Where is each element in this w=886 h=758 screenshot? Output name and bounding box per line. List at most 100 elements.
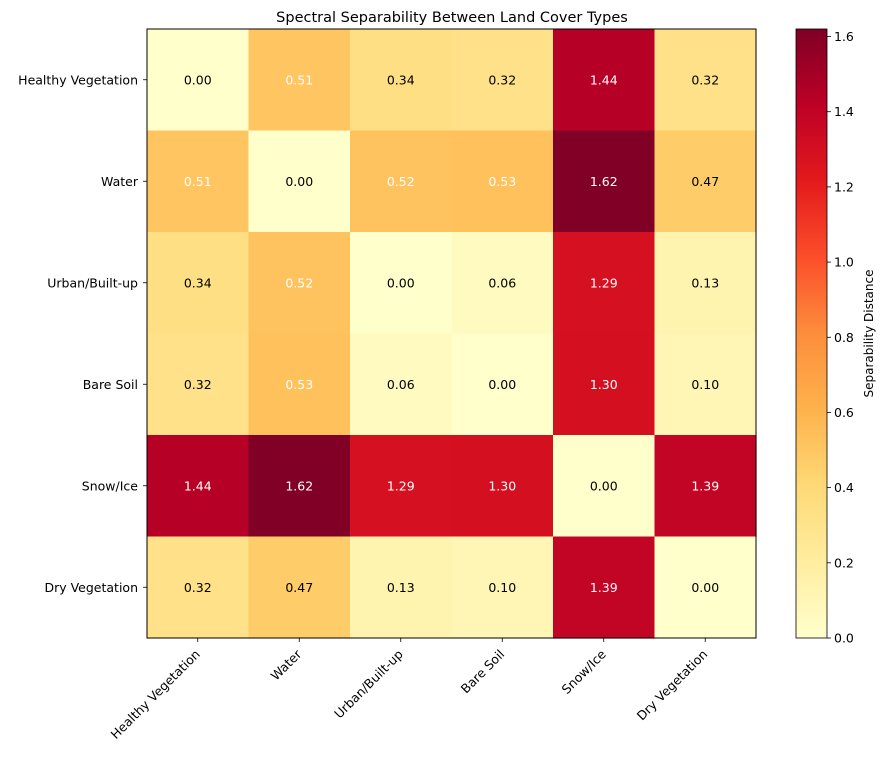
- colorbar-tick-label: 1.4: [834, 104, 854, 119]
- y-tick-label: Snow/Ice: [82, 478, 138, 493]
- cell-value-label: 0.52: [387, 174, 415, 189]
- cell-value-label: 0.00: [387, 275, 415, 290]
- cell-value-label: 0.06: [488, 275, 516, 290]
- heatmap-cell: [350, 536, 453, 639]
- heatmap-cell: [654, 536, 757, 639]
- colorbar-tick-label: 0.2: [834, 555, 854, 570]
- cell-value-label: 1.30: [590, 377, 618, 392]
- cell-value-label: 0.34: [184, 275, 212, 290]
- cell-value-label: 1.62: [285, 478, 313, 493]
- heatmap-cell: [553, 333, 656, 436]
- heatmap-cells: [147, 29, 757, 639]
- heatmap-cell: [451, 536, 554, 639]
- x-tick-label: Dry Vegetation: [634, 647, 711, 724]
- heatmap-cell: [350, 130, 453, 233]
- cell-value-label: 0.53: [488, 174, 516, 189]
- cell-value-label: 0.34: [387, 72, 415, 87]
- heatmap-cell: [147, 232, 250, 335]
- cell-value-labels: 0.00 0.51 0.34 0.32 1.44 0.32 0.51 0.00 0.52 0.53…: [184, 72, 719, 595]
- cell-value-label: 1.39: [590, 580, 618, 595]
- heatmap-cell: [147, 435, 250, 538]
- cell-value-label: 0.13: [691, 275, 719, 290]
- cell-value-label: 1.39: [691, 478, 719, 493]
- heatmap-cell: [553, 130, 656, 233]
- cell-value-label: 0.13: [387, 580, 415, 595]
- heatmap-cell: [553, 435, 656, 538]
- y-axis: Healthy Vegetation Water Urban/Built-up Bar…: [18, 72, 147, 595]
- plot-frame: [146, 28, 757, 639]
- cell-value-label: 0.52: [285, 275, 313, 290]
- cell-value-label: 0.10: [691, 377, 719, 392]
- colorbar: [795, 28, 828, 639]
- cell-value-label: 0.32: [184, 377, 212, 392]
- colorbar-ticks: 0.0 0.2 0.4 0.6 0.8 1.0 1.2 1.4 1.6: [827, 29, 854, 646]
- cell-value-label: 0.00: [488, 377, 516, 392]
- colorbar-tick-label: 0.4: [834, 480, 854, 495]
- cell-value-label: 0.00: [691, 580, 719, 595]
- heatmap-cell: [553, 29, 656, 132]
- cell-value-label: 1.30: [488, 478, 516, 493]
- cell-value-label: 1.29: [590, 275, 618, 290]
- cell-value-label: 0.00: [285, 174, 313, 189]
- heatmap-cell: [654, 435, 757, 538]
- cell-value-label: 1.62: [590, 174, 618, 189]
- colorbar-tick-label: 1.0: [834, 255, 854, 270]
- y-tick-label: Water: [101, 174, 139, 189]
- cell-value-label: 0.10: [488, 580, 516, 595]
- colorbar-tick-label: 0.8: [834, 330, 854, 345]
- x-tick-label: Water: [268, 646, 305, 683]
- cell-value-label: 0.00: [184, 72, 212, 87]
- heatmap-cell: [654, 130, 757, 233]
- heatmap-cell: [248, 232, 351, 335]
- heatmap-cell: [451, 130, 554, 233]
- heatmap-cell: [248, 333, 351, 436]
- heatmap-cell: [248, 536, 351, 639]
- y-tick-label: Bare Soil: [83, 377, 138, 392]
- heatmap-cell: [248, 29, 351, 132]
- chart-title: Spectral Separability Between Land Cover…: [276, 10, 628, 26]
- heatmap-cell: [147, 29, 250, 132]
- heatmap-cell: [350, 29, 453, 132]
- heatmap-cell: [553, 232, 656, 335]
- cell-value-label: 0.47: [691, 174, 719, 189]
- y-tick-label: Urban/Built-up: [47, 275, 138, 290]
- heatmap-cell: [451, 435, 554, 538]
- cell-value-label: 1.29: [387, 478, 415, 493]
- x-tick-label: Bare Soil: [458, 647, 508, 697]
- colorbar-tick-label: 1.2: [834, 179, 854, 194]
- cell-value-label: 1.44: [590, 72, 618, 87]
- cell-value-label: 0.06: [387, 377, 415, 392]
- x-axis: Healthy Vegetation Water Urban/Built-up Bar…: [108, 638, 711, 742]
- heatmap-cell: [147, 333, 250, 436]
- heatmap-cell: [248, 435, 351, 538]
- cell-value-label: 0.32: [691, 72, 719, 87]
- cell-value-label: 0.32: [488, 72, 516, 87]
- heatmap-cell: [553, 536, 656, 639]
- cell-value-label: 0.53: [285, 377, 313, 392]
- heatmap-cell: [350, 333, 453, 436]
- cell-value-label: 1.44: [184, 478, 212, 493]
- x-tick-label: Snow/Ice: [559, 646, 610, 697]
- colorbar-tick-label: 1.6: [834, 29, 854, 44]
- cell-value-label: 0.51: [184, 174, 212, 189]
- y-tick-label: Dry Vegetation: [44, 580, 138, 595]
- colorbar-tick-label: 0.6: [834, 405, 854, 420]
- heatmap-cell: [451, 333, 554, 436]
- heatmap-cell: [147, 130, 250, 233]
- heatmap-cell: [451, 29, 554, 132]
- heatmap-cell: [654, 29, 757, 132]
- heatmap-cell: [147, 536, 250, 639]
- cell-value-label: 0.51: [285, 72, 313, 87]
- colorbar-tick-label: 0.0: [834, 631, 854, 646]
- heatmap-cell: [654, 333, 757, 436]
- cell-value-label: 0.47: [285, 580, 313, 595]
- heatmap-cell: [451, 232, 554, 335]
- heatmap-cell: [350, 232, 453, 335]
- cell-value-label: 0.32: [184, 580, 212, 595]
- cell-value-label: 0.00: [590, 478, 618, 493]
- x-tick-label: Urban/Built-up: [331, 646, 406, 721]
- y-tick-label: Healthy Vegetation: [18, 72, 138, 87]
- colorbar-label: Separability Distance: [862, 270, 876, 398]
- heatmap-cell: [654, 232, 757, 335]
- heatmap-cell: [248, 130, 351, 233]
